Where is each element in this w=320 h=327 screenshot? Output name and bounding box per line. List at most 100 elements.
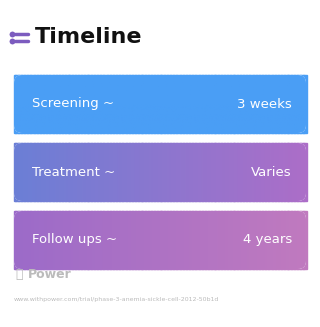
Bar xyxy=(84,211,86,269)
Bar xyxy=(39,143,41,201)
Bar xyxy=(30,75,32,133)
Bar xyxy=(17,211,19,269)
Bar xyxy=(232,211,234,269)
Bar xyxy=(137,143,139,201)
Bar xyxy=(180,211,182,269)
Bar xyxy=(64,143,66,201)
Bar xyxy=(118,211,120,269)
Bar xyxy=(164,211,166,269)
Bar xyxy=(170,143,172,201)
Bar xyxy=(172,75,174,133)
Bar xyxy=(81,143,83,201)
Bar xyxy=(128,75,130,133)
Bar xyxy=(23,75,25,133)
Bar xyxy=(280,75,282,133)
Bar xyxy=(26,211,28,269)
Bar xyxy=(100,75,102,133)
Bar xyxy=(115,143,117,201)
Bar xyxy=(64,75,66,133)
Bar xyxy=(264,75,266,133)
Bar xyxy=(242,211,244,269)
Bar xyxy=(36,143,38,201)
Bar xyxy=(42,211,44,269)
Bar xyxy=(167,75,169,133)
Bar xyxy=(188,211,190,269)
Bar xyxy=(77,211,79,269)
Bar xyxy=(285,211,287,269)
Bar xyxy=(87,143,89,201)
Bar xyxy=(280,143,282,201)
Bar xyxy=(158,211,161,269)
Bar xyxy=(258,143,260,201)
Bar xyxy=(15,143,17,201)
Bar xyxy=(23,143,25,201)
Bar xyxy=(199,75,201,133)
Bar xyxy=(138,75,140,133)
Bar xyxy=(148,143,150,201)
Bar xyxy=(154,211,156,269)
Bar xyxy=(259,143,261,201)
Bar xyxy=(166,211,168,269)
Bar xyxy=(211,75,213,133)
Bar xyxy=(48,75,50,133)
Bar xyxy=(256,143,258,201)
Bar xyxy=(113,143,115,201)
Bar xyxy=(259,211,261,269)
Bar xyxy=(235,75,236,133)
Bar xyxy=(142,143,144,201)
Bar xyxy=(108,143,109,201)
Bar xyxy=(156,211,157,269)
Bar xyxy=(289,143,291,201)
Bar xyxy=(269,75,271,133)
Bar xyxy=(188,75,190,133)
Bar xyxy=(119,211,121,269)
Bar xyxy=(43,143,45,201)
Bar xyxy=(246,75,248,133)
Bar xyxy=(300,75,302,133)
Bar xyxy=(305,211,307,269)
Bar xyxy=(97,211,99,269)
Bar xyxy=(126,143,128,201)
Bar xyxy=(294,211,296,269)
Bar xyxy=(112,75,114,133)
Bar xyxy=(125,211,127,269)
Bar xyxy=(17,143,19,201)
Bar xyxy=(201,211,203,269)
Bar xyxy=(265,143,267,201)
Bar xyxy=(251,75,252,133)
Bar xyxy=(277,211,279,269)
Bar xyxy=(224,211,226,269)
Bar xyxy=(148,75,150,133)
Bar xyxy=(27,211,29,269)
Bar xyxy=(27,143,29,201)
Bar xyxy=(67,143,68,201)
Bar xyxy=(33,75,35,133)
Bar xyxy=(102,143,104,201)
Bar xyxy=(182,75,184,133)
Bar xyxy=(202,75,204,133)
Bar xyxy=(205,75,207,133)
Bar xyxy=(20,211,22,269)
Bar xyxy=(186,143,188,201)
Bar xyxy=(208,143,210,201)
Bar xyxy=(20,75,22,133)
Bar xyxy=(245,143,247,201)
Bar xyxy=(125,75,127,133)
Bar xyxy=(178,75,180,133)
Bar xyxy=(94,211,96,269)
Bar xyxy=(185,143,187,201)
Bar xyxy=(275,211,277,269)
Bar xyxy=(137,75,139,133)
Bar xyxy=(261,211,263,269)
Bar xyxy=(37,75,39,133)
Bar xyxy=(52,75,54,133)
Bar xyxy=(212,75,214,133)
Text: Varies: Varies xyxy=(252,165,292,179)
Bar xyxy=(163,143,165,201)
Bar xyxy=(268,75,270,133)
Bar xyxy=(94,143,96,201)
Bar xyxy=(214,75,216,133)
Bar xyxy=(52,211,54,269)
Bar xyxy=(267,75,268,133)
Bar xyxy=(158,75,161,133)
